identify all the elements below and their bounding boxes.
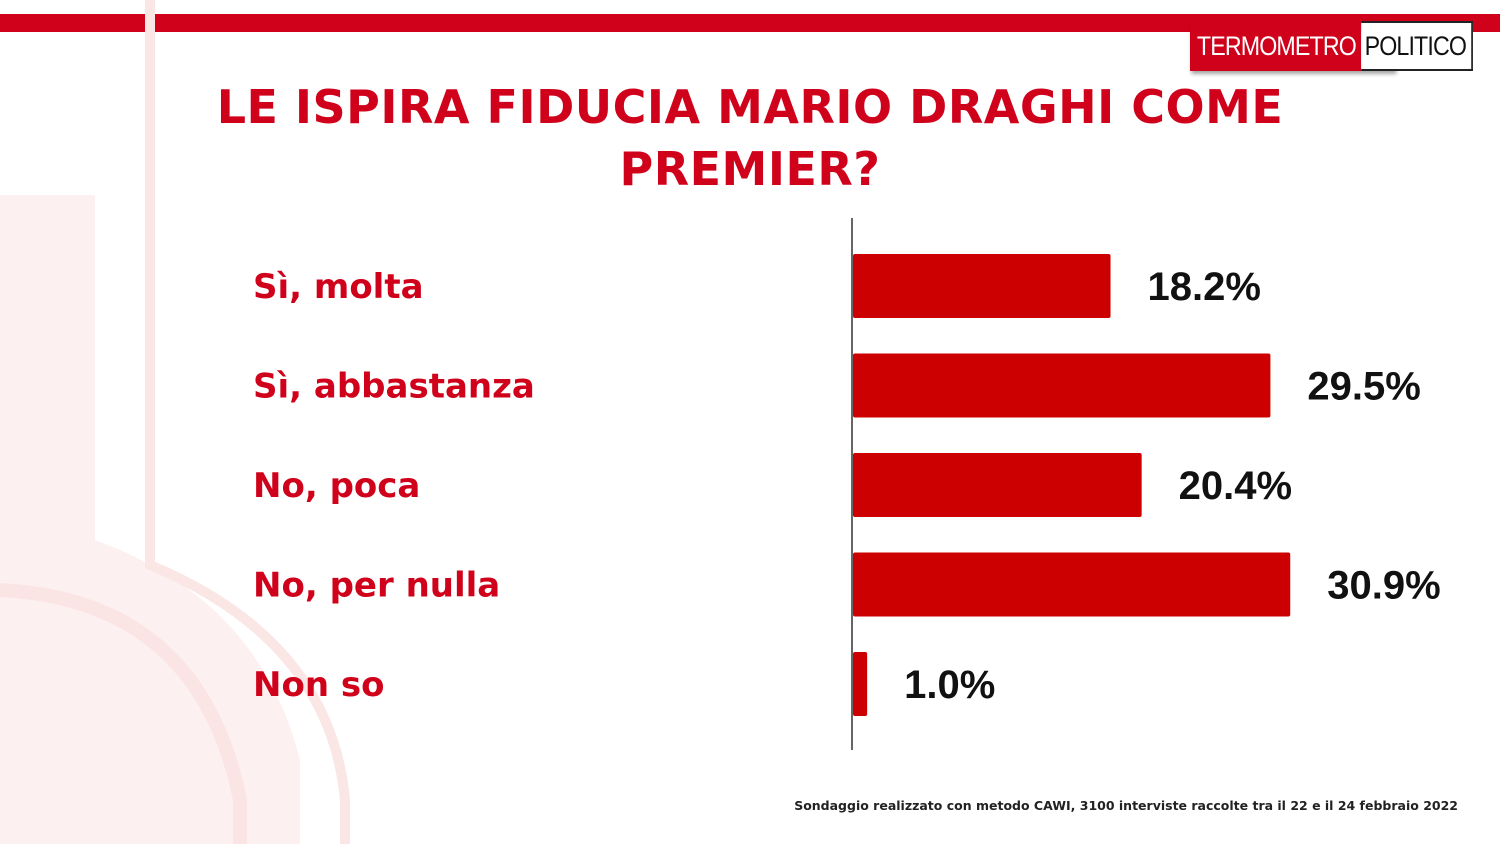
- value-label: 30.9%: [1327, 564, 1440, 608]
- bar: [853, 353, 1271, 418]
- chart-title-line-2: PREMIER?: [619, 142, 881, 196]
- thermometer-watermark-icon: [0, 0, 350, 844]
- category-label: Non so: [253, 665, 384, 705]
- bar: [853, 552, 1291, 617]
- chart-title-line-1: LE ISPIRA FIDUCIA MARIO DRAGHI COME: [216, 80, 1284, 134]
- logo-text-right: POLITICO: [1361, 21, 1473, 71]
- value-label: 1.0%: [904, 663, 995, 707]
- survey-footnote: Sondaggio realizzato con metodo CAWI, 31…: [794, 798, 1458, 813]
- bar: [853, 652, 868, 716]
- category-label: No, per nulla: [253, 566, 500, 606]
- logo-text-left: TERMOMETRO: [1190, 21, 1362, 71]
- chart-title: LE ISPIRA FIDUCIA MARIO DRAGHI COME PREM…: [0, 76, 1500, 200]
- category-label: No, poca: [253, 466, 420, 506]
- value-label: 29.5%: [1307, 365, 1420, 409]
- value-label: 18.2%: [1148, 265, 1261, 309]
- bar: [853, 453, 1142, 517]
- top-accent-bar: [0, 14, 1500, 32]
- category-label: Sì, molta: [253, 267, 424, 307]
- bar: [853, 254, 1111, 318]
- value-label: 20.4%: [1179, 464, 1292, 508]
- termometro-politico-logo: TERMOMETRO POLITICO: [1190, 21, 1473, 71]
- category-label: Sì, abbastanza: [253, 367, 535, 407]
